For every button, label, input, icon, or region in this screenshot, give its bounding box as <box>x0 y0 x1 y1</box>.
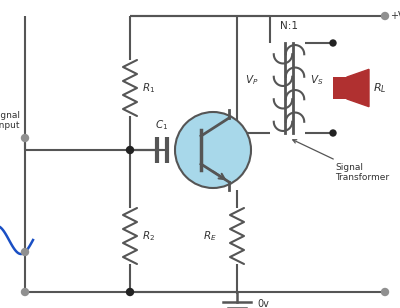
Text: Signal
Input: Signal Input <box>0 111 20 130</box>
Circle shape <box>330 130 336 136</box>
Text: N:1: N:1 <box>280 21 298 31</box>
Text: Signal
Transformer: Signal Transformer <box>293 140 389 182</box>
Text: $R_E$: $R_E$ <box>203 229 217 243</box>
Text: $R_1$: $R_1$ <box>142 81 155 95</box>
Circle shape <box>22 289 28 295</box>
Text: $V_S$: $V_S$ <box>310 73 324 87</box>
Text: 0v: 0v <box>257 299 269 308</box>
Circle shape <box>126 147 134 153</box>
Circle shape <box>382 13 388 19</box>
Circle shape <box>175 112 251 188</box>
Polygon shape <box>347 69 369 107</box>
Circle shape <box>330 40 336 46</box>
Bar <box>333 77 347 99</box>
Text: $V_P$: $V_P$ <box>245 73 259 87</box>
Text: $R_L$: $R_L$ <box>373 81 386 95</box>
Text: +Vcc: +Vcc <box>390 11 400 21</box>
Circle shape <box>22 249 28 256</box>
Circle shape <box>126 289 134 295</box>
Circle shape <box>382 289 388 295</box>
Text: $R_2$: $R_2$ <box>142 229 155 243</box>
Text: $C_1$: $C_1$ <box>155 118 169 132</box>
Circle shape <box>22 135 28 141</box>
